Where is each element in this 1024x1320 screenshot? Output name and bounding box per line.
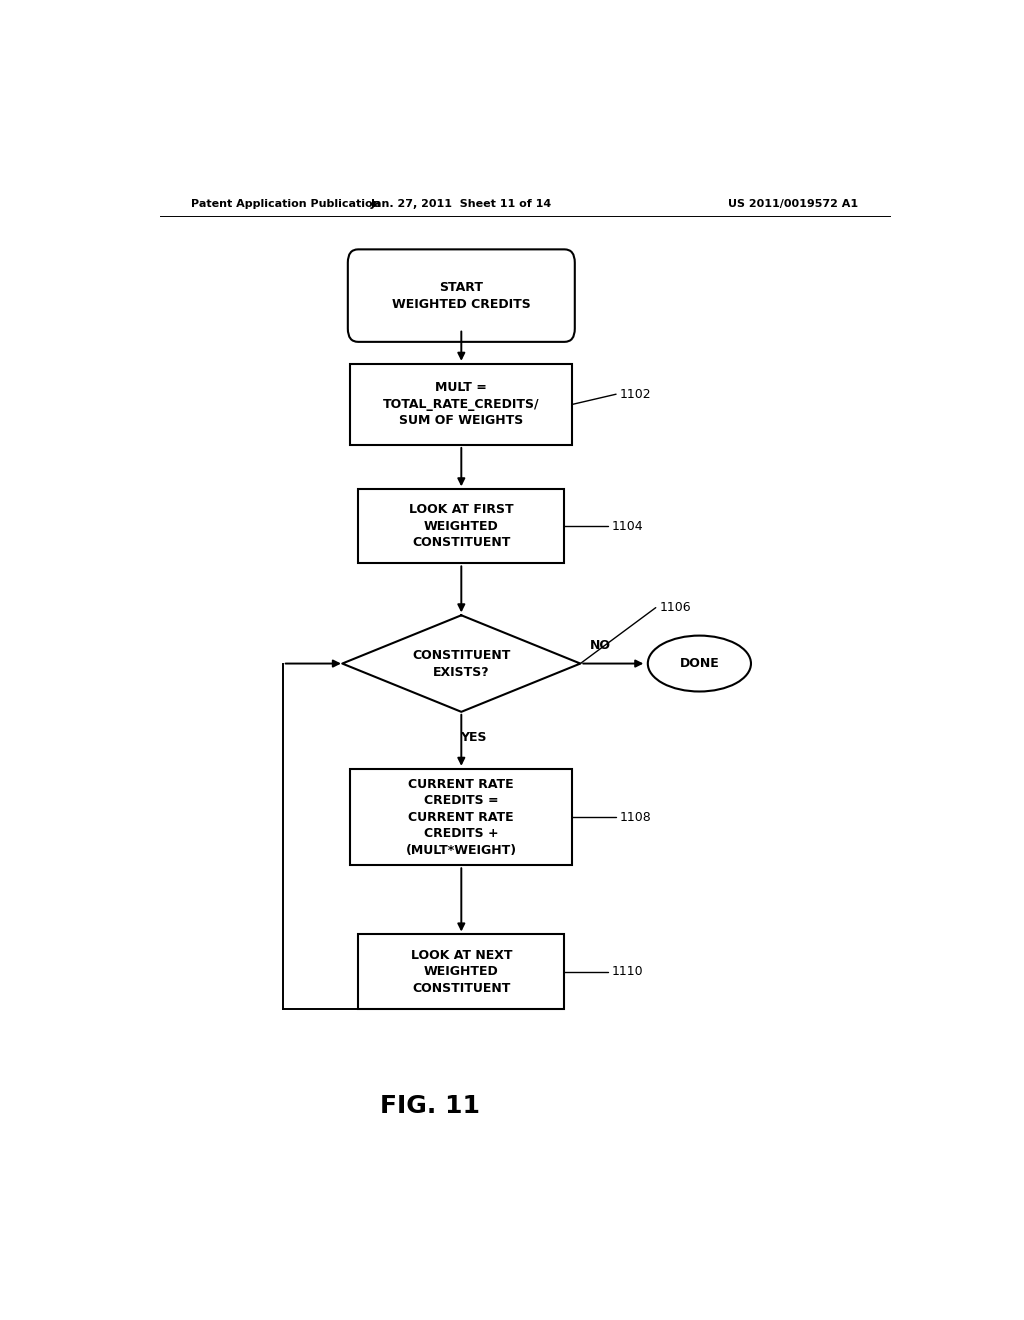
Bar [358,490,564,564]
Text: LOOK AT NEXT
WEIGHTED
CONSTITUENT: LOOK AT NEXT WEIGHTED CONSTITUENT [411,949,512,994]
Text: FIG. 11: FIG. 11 [380,1094,479,1118]
Text: CURRENT RATE
CREDITS =
CURRENT RATE
CREDITS +
(MULT*WEIGHT): CURRENT RATE CREDITS = CURRENT RATE CRED… [406,777,517,857]
Text: 1102: 1102 [621,388,651,401]
Text: START
WEIGHTED CREDITS: START WEIGHTED CREDITS [392,281,530,310]
Text: CONSTITUENT
EXISTS?: CONSTITUENT EXISTS? [412,648,511,678]
Text: 1110: 1110 [612,965,644,978]
Text: LOOK AT FIRST
WEIGHTED
CONSTITUENT: LOOK AT FIRST WEIGHTED CONSTITUENT [409,503,514,549]
Text: 1104: 1104 [612,520,644,533]
Polygon shape [342,615,581,711]
Text: 1106: 1106 [659,601,691,614]
Text: DONE: DONE [680,657,719,671]
Ellipse shape [648,636,751,692]
Bar [350,768,572,866]
Text: NO: NO [590,639,610,652]
FancyBboxPatch shape [348,249,574,342]
Text: MULT =
TOTAL_RATE_CREDITS/
SUM OF WEIGHTS: MULT = TOTAL_RATE_CREDITS/ SUM OF WEIGHT… [383,381,540,428]
Text: YES: YES [460,731,486,743]
Text: 1108: 1108 [621,810,652,824]
Text: Patent Application Publication: Patent Application Publication [191,199,381,209]
Text: US 2011/0019572 A1: US 2011/0019572 A1 [728,199,858,209]
Bar [358,935,564,1008]
Text: Jan. 27, 2011  Sheet 11 of 14: Jan. 27, 2011 Sheet 11 of 14 [371,199,552,209]
Bar [350,364,572,445]
